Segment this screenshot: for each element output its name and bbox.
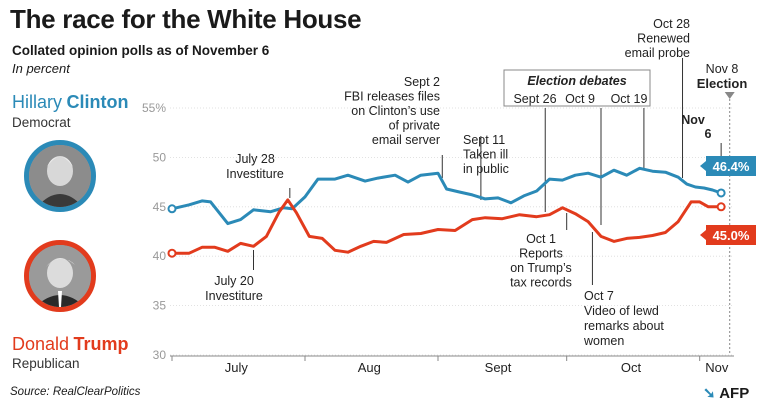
- trump-legend: Donald Trump: [12, 334, 129, 355]
- debates-box: [503, 69, 651, 107]
- person-silhouette-icon: [29, 245, 91, 307]
- y-tick-label: 55%: [142, 101, 166, 115]
- annotation-sept2-line: email server: [372, 133, 440, 147]
- annotation-july28-line: July 28: [235, 152, 275, 166]
- annotation-oct28-line: Renewed: [637, 32, 690, 46]
- annotation-oct1-line: Reports: [519, 247, 563, 261]
- clinton-last-name: Clinton: [66, 92, 129, 112]
- annotation-july28-line: Investiture: [226, 167, 284, 181]
- trump-series-line: [172, 198, 722, 255]
- series-end-point: [716, 188, 726, 198]
- clinton-series-line: [171, 166, 722, 226]
- trump-last-name: Trump: [73, 334, 129, 354]
- x-tick-label: Aug: [358, 360, 381, 375]
- trump-party: Republican: [12, 356, 80, 371]
- afp-credit: ➘ AFP: [703, 384, 749, 402]
- y-tick-label: 30: [153, 348, 167, 362]
- annotation-oct7-line: remarks about: [584, 319, 664, 333]
- y-tick-label: 50: [153, 150, 167, 164]
- clinton-first-name: Hillary: [12, 92, 63, 112]
- annotation-sept11-line: Taken ill: [463, 148, 508, 162]
- annotation-sept2-line: of private: [389, 119, 440, 133]
- annotation-july20-line: Investiture: [205, 289, 263, 303]
- annotation-oct1-line: on Trump’s: [510, 261, 572, 275]
- afp-logo-icon: ➘: [703, 385, 716, 402]
- trump-value-badge-pointer: [700, 230, 706, 240]
- x-tick-label: July: [225, 360, 249, 375]
- annotation-oct1-line: tax records: [510, 276, 572, 290]
- y-tick-label: 35: [153, 299, 167, 313]
- x-tick-label: Sept: [485, 360, 512, 375]
- unit-note: In percent: [12, 61, 70, 76]
- clinton-value-badge-text: 46.4%: [713, 159, 750, 174]
- clinton-portrait: [24, 140, 96, 212]
- trump-portrait: [24, 240, 96, 312]
- annotation-oct7-line: Video of lewd: [584, 304, 659, 318]
- person-silhouette-icon: [29, 145, 91, 207]
- y-tick-label: 40: [153, 249, 167, 263]
- x-tick-label: Nov: [705, 360, 729, 375]
- annotation-nov8-date: Nov 8: [706, 62, 739, 76]
- axes: 55% 50 45 40 35 30 July Aug Sept Oct Nov: [142, 101, 734, 375]
- x-tick-label: Oct: [621, 360, 642, 375]
- series-layer: [167, 166, 726, 258]
- clinton-value-badge-box: [706, 156, 756, 176]
- clinton-party: Democrat: [12, 115, 71, 130]
- series-end-point: [716, 202, 726, 212]
- election-marker-icon: [724, 92, 735, 99]
- series-start-point: [167, 204, 177, 214]
- annotation-sept11-line: in public: [463, 162, 509, 176]
- y-tick-label: 45: [153, 200, 167, 214]
- annotation-debate3: Oct 19: [611, 92, 648, 106]
- series-start-point: [167, 248, 177, 258]
- annotation-oct7-line: Oct 7: [584, 289, 614, 303]
- clinton-value-badge-pointer: [700, 161, 706, 171]
- clinton-value-badge: 46.4%: [700, 156, 756, 176]
- chart-title: The race for the White House: [10, 4, 362, 34]
- annotation-sept2-line: Sept 2: [404, 75, 440, 89]
- debates-title: Election debates: [527, 74, 626, 88]
- annotation-oct7-line: women: [583, 334, 624, 348]
- annotation-nov8-label: Election: [697, 76, 748, 91]
- annotation-sept2-line: FBI releases files: [344, 90, 440, 104]
- annotation-july20-line: July 20: [214, 274, 254, 288]
- trump-value-badge: 45.0%: [700, 225, 756, 245]
- chart-subtitle: Collated opinion polls as of November 6: [12, 43, 270, 58]
- clinton-legend: Hillary Clinton: [12, 92, 128, 113]
- annotation-nov6-day: 6: [705, 127, 712, 141]
- grid: [170, 107, 734, 356]
- annotation-sept2-line: on Clinton’s use: [351, 104, 440, 118]
- trump-value-badge-box: [706, 225, 756, 245]
- annotation-oct1-line: Oct 1: [526, 232, 556, 246]
- source-note: Source: RealClearPolitics: [10, 386, 141, 398]
- annotation-debate1: Sept 26: [513, 92, 556, 106]
- annotation-debate2: Oct 9: [565, 92, 595, 106]
- annotation-oct28-line: email probe: [625, 46, 690, 60]
- afp-credit-text: AFP: [719, 385, 750, 402]
- annotation-oct28-line: Oct 28: [653, 17, 690, 31]
- trump-value-badge-text: 45.0%: [713, 228, 750, 243]
- annotation-nov6-month: Nov: [681, 113, 705, 127]
- annotation-sept11-line: Sept 11: [463, 133, 505, 147]
- trump-first-name: Donald: [12, 334, 70, 354]
